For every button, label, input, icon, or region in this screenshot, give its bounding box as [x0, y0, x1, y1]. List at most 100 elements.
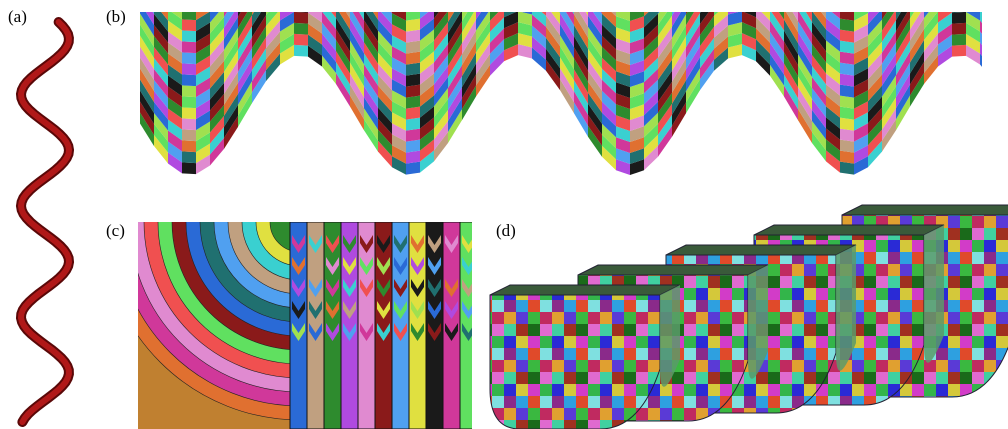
mesh-cell [952, 0, 966, 2]
panel-a [21, 22, 69, 422]
mesh-cell [644, 0, 658, 5]
mesh-cell [980, 0, 994, 15]
mesh-cell [182, 63, 196, 75]
mesh-cell [518, 0, 532, 4]
mesh-cell [350, 0, 364, 9]
mesh-cell [252, 0, 266, 4]
mesh-cell [406, 30, 420, 43]
mesh-cell [336, 0, 350, 8]
mesh-cell [182, 74, 196, 86]
mesh-cell [182, 129, 196, 141]
mesh-cell [574, 0, 588, 5]
figure: (a) (b) (c) (d) [0, 0, 1008, 429]
mesh-cell [406, 74, 420, 87]
mesh-cell [308, 0, 322, 12]
mesh-cell [882, 0, 896, 9]
mesh-cell [980, 10, 994, 38]
mesh-cell [546, 0, 560, 2]
mesh-cell [140, 0, 154, 14]
mesh-cell [224, 0, 238, 6]
mesh-cell [840, 41, 854, 54]
panel-d [490, 205, 1008, 429]
mesh-cell [406, 162, 420, 175]
mesh-cell [840, 30, 854, 43]
mesh-cell [756, 0, 770, 10]
mesh-cell [742, 0, 756, 6]
mesh-cell [462, 0, 476, 10]
mesh-cell [406, 96, 420, 109]
mesh-cell [840, 0, 854, 10]
mesh-cell [840, 140, 854, 153]
mesh-cell [854, 0, 868, 10]
mesh-cell [924, 0, 938, 7]
mesh-cell [868, 0, 882, 2]
mesh-cell [980, 43, 994, 71]
mesh-cell [406, 107, 420, 120]
mesh-cell [434, 0, 448, 7]
mesh-cell [840, 118, 854, 131]
mesh-cell [294, 34, 308, 46]
mesh-cell [504, 0, 518, 6]
mesh-cell [672, 0, 686, 5]
mesh-cell [448, 0, 462, 11]
mesh-cell [938, 0, 952, 1]
mesh-cell [406, 140, 420, 153]
mesh-cell [182, 41, 196, 53]
mesh-cell [182, 0, 196, 9]
mesh-cell [210, 0, 224, 12]
panel-label: (a) [8, 7, 27, 26]
mesh-cell [700, 0, 714, 13]
mesh-cell [182, 19, 196, 31]
mesh-cell [266, 0, 280, 4]
mesh-cell [182, 151, 196, 163]
mesh-cell [294, 1, 308, 13]
mesh-cell [658, 0, 672, 3]
mesh-cell [378, 0, 392, 2]
mesh-cell [182, 118, 196, 130]
box-top [490, 285, 680, 295]
mesh-cell [406, 52, 420, 65]
mesh-cell [588, 0, 602, 14]
mesh-cell [840, 74, 854, 87]
mesh-cell [980, 0, 994, 26]
mesh-cell [182, 85, 196, 97]
mesh-cell [560, 0, 574, 3]
mesh-cell [840, 63, 854, 76]
mesh-cell [952, 45, 966, 57]
mesh-cell [420, 0, 434, 8]
mesh-cell [686, 0, 700, 3]
mesh-cell [658, 0, 672, 14]
mesh-cell [196, 0, 210, 9]
mesh-cell [210, 0, 224, 1]
mesh-cell [616, 0, 630, 10]
mesh-cell [182, 140, 196, 152]
mesh-cell [980, 21, 994, 49]
mesh-cell [364, 0, 378, 9]
mesh-cell [770, 0, 784, 9]
mesh-cell [406, 129, 420, 142]
mesh-cell [182, 52, 196, 64]
mesh-cell [238, 0, 252, 6]
mesh-cell [392, 0, 406, 10]
mesh-cell [966, 0, 980, 10]
mesh-cell [378, 0, 392, 13]
mesh-cell [952, 23, 966, 35]
mesh-cell [714, 0, 728, 5]
mesh-cell [728, 0, 742, 4]
mesh-cell [840, 52, 854, 65]
mesh-cell [868, 0, 882, 13]
mesh-cell [182, 96, 196, 108]
mesh-cell [406, 85, 420, 98]
mesh-cell [980, 32, 994, 60]
box-top [842, 205, 1008, 215]
mesh-cell [910, 0, 924, 8]
mesh-cell [826, 0, 840, 8]
mesh-cell [154, 0, 168, 10]
mesh-cell [952, 12, 966, 24]
mesh-cell [322, 0, 336, 7]
panel-b [140, 0, 994, 175]
mesh-cell [182, 8, 196, 20]
mesh-cell [406, 8, 420, 21]
mesh-cell [700, 0, 714, 2]
mesh-cell [406, 151, 420, 164]
